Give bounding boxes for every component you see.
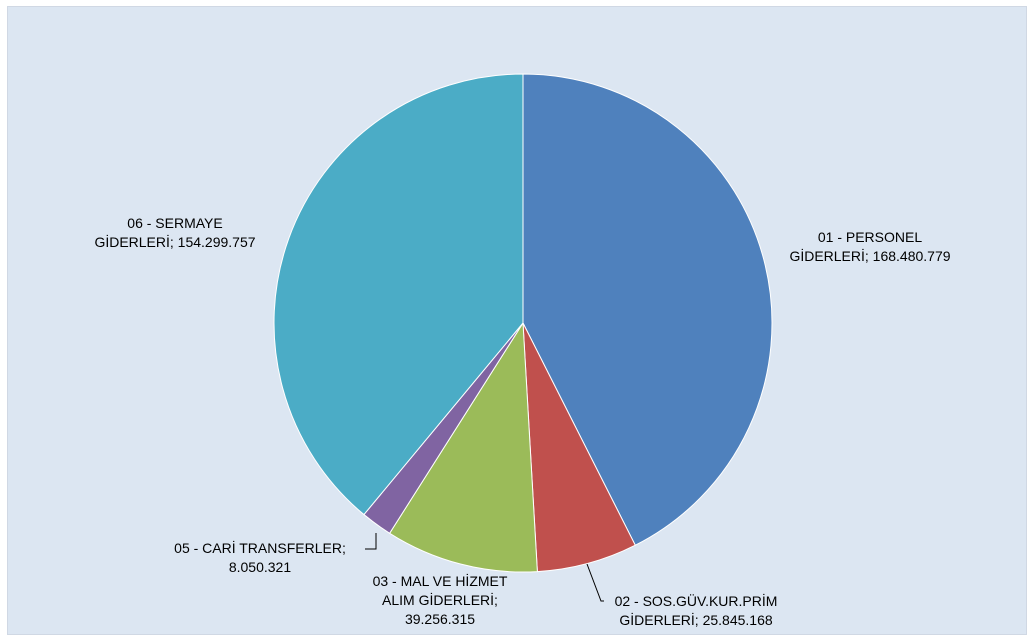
- label-sermaye-line1: 06 - SERMAYE: [127, 215, 223, 231]
- slice-mal-hizmet: [388, 321, 538, 573]
- label-mal-hizmet-line1: 03 - MAL VE HİZMET: [372, 573, 508, 589]
- leader-line-sos-guv: [586, 563, 604, 602]
- label-cari-transferler-line2: 8.050.321: [228, 559, 292, 575]
- slice-personel: [522, 73, 773, 546]
- label-sos-guv-line2: GİDERLERİ; 25.845.168: [619, 612, 773, 628]
- label-mal-hizmet-line3: 39.256.315: [404, 611, 476, 627]
- slice-sermaye: [273, 73, 524, 516]
- leader-line-cari-transferler: [365, 533, 377, 550]
- label-sos-guv: 02 - SOS.GÜV.KUR.PRİM GİDERLERİ; 25.845.…: [596, 592, 796, 630]
- label-cari-transferler: 05 - CARİ TRANSFERLER; 8.050.321: [150, 539, 370, 577]
- label-sos-guv-line1: 02 - SOS.GÜV.KUR.PRİM: [614, 593, 778, 609]
- label-personel-line1: 01 - PERSONEL: [817, 229, 923, 245]
- label-personel: 01 - PERSONEL GİDERLERİ; 168.480.779: [770, 228, 970, 266]
- label-mal-hizmet-line2: ALIM GİDERLERİ;: [382, 592, 498, 608]
- label-personel-line2: GİDERLERİ; 168.480.779: [789, 248, 951, 264]
- label-sermaye-line2: GİDERLERİ; 154.299.757: [94, 234, 256, 250]
- label-mal-hizmet: 03 - MAL VE HİZMET ALIM GİDERLERİ; 39.25…: [340, 572, 540, 629]
- label-cari-transferler-line1: 05 - CARİ TRANSFERLER;: [174, 540, 346, 556]
- label-sermaye: 06 - SERMAYE GİDERLERİ; 154.299.757: [75, 214, 275, 252]
